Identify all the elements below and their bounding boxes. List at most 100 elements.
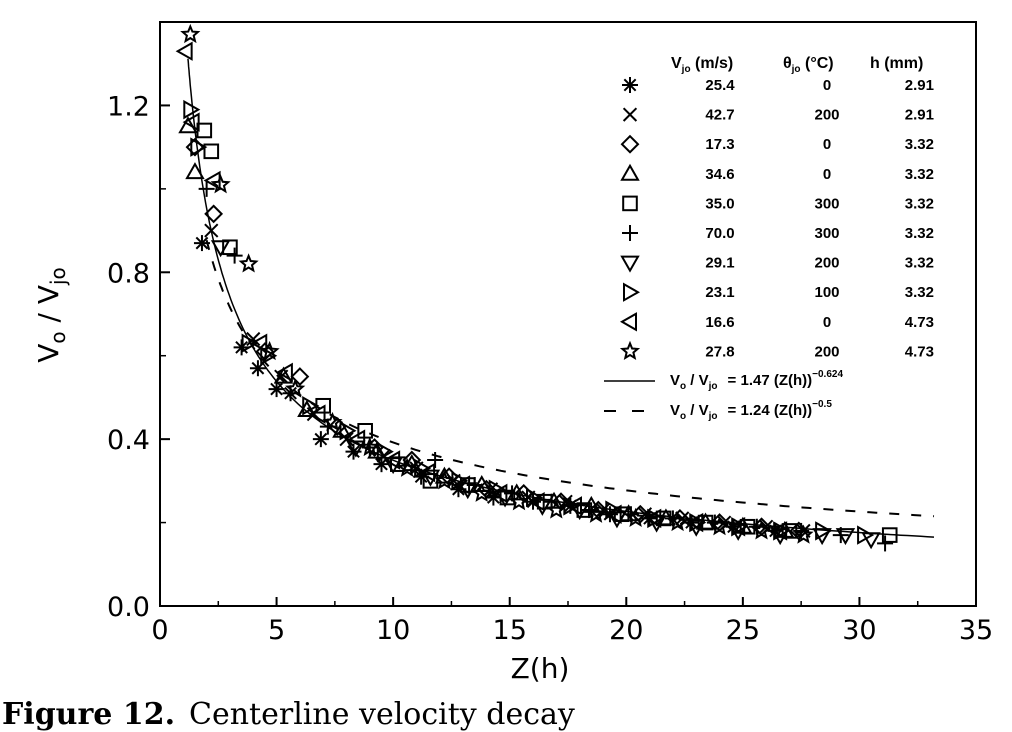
x-tick-label: 10 [376,615,410,646]
data-point-star [546,499,567,519]
x-stroke [759,519,774,534]
data-point-x [339,432,354,447]
legend-symbol-star [619,340,641,361]
legend-velocity: 16.6 [705,314,734,331]
star-shape [709,516,730,536]
data-point-triangle-right [857,525,875,545]
legend-height: 2.91 [905,107,934,124]
legend-height: 3.32 [905,225,934,242]
x-stroke [339,432,354,447]
legend-height: 3.32 [905,284,934,301]
data-point-triangle-up [273,366,294,384]
x-axis: 0 5 10 15 20 25 30 35 [151,597,993,646]
triangle-left-shape [728,517,746,537]
data-point-square [881,527,898,543]
triangle-left-shape [453,475,471,495]
data-point-plus [226,247,243,264]
legend-velocity: 17.3 [705,136,734,153]
legend-dashed-fit-label: Vo / Vjo = 1.24 (Z(h))−0.5 [670,399,832,422]
x-tick-label: 20 [609,615,643,646]
triangle-left-shape [564,496,582,516]
x-tick-label: 15 [493,615,527,646]
legend-velocity: 27.8 [705,343,734,360]
triangle-left-shape [619,312,637,332]
legend-row: 29.1 200 3.32 [620,255,934,273]
legend-velocity: 34.6 [705,166,734,183]
data-point-triangle-left [348,429,366,449]
triangle-left-shape [250,333,268,353]
legend-temperature: 0 [823,77,831,94]
triangle-right-shape [376,441,394,462]
triangle-left-shape [604,504,622,524]
x-tick-label: 5 [268,615,285,646]
data-point-triangle-right [376,441,394,462]
data-point-triangle-down [210,240,231,258]
data-point-star [180,23,201,44]
x-tick-label: 35 [959,615,993,646]
triangle-down-shape [728,523,748,541]
legend-row: 23.1 100 3.32 [623,282,934,302]
legend-fit-row: Vo / Vjo = 1.24 (Z(h))−0.5 [604,399,832,422]
legend-symbol-x [622,107,638,122]
y-title-sub2: jo [46,267,70,286]
data-point-triangle-down [835,528,856,546]
triangle-right-shape [526,487,544,508]
star-shape [397,457,418,477]
data-point-triangle-left [604,504,622,524]
data-point-star [751,520,772,540]
star-shape [359,436,380,457]
triangle-left-shape [275,362,293,383]
data-point-star [793,524,814,544]
data-point-diamond [670,508,690,528]
triangle-left-shape [418,462,436,483]
legend-symbol-plus [622,225,638,241]
triangle-right-shape [183,99,201,120]
star-shape [180,23,201,44]
diamond-shape [255,342,275,361]
data-point-triangle-down [812,528,832,546]
plot-frame [159,21,977,607]
triangle-left-shape [383,450,401,470]
data-point-triangle-right [302,396,320,416]
triangle-down-shape [835,528,856,546]
legend-temperature: 200 [814,107,839,124]
triangle-right-shape [488,479,506,499]
data-point-triangle-left [770,521,788,541]
data-point-triangle-right [339,421,357,441]
x-axis-title: Z(h) [511,652,570,685]
data-point-star [709,516,730,536]
triangle-right-shape [815,521,833,541]
asterisk-stroke [414,470,428,484]
legend-symbol-triangle-right [623,282,641,302]
data-point-triangle-down [770,528,790,546]
data-point-triangle-left [383,450,401,470]
legend-fit-label-lhs-sub1: o [680,381,686,392]
data-point-triangle-left [308,404,326,424]
x-tick-label: 25 [726,615,760,646]
legend-velocity: 70.0 [705,225,734,242]
data-point-star [397,457,418,477]
data-point-triangle-right [605,500,623,520]
caption-label: Figure 12. [2,697,176,732]
triangle-right-shape [605,500,623,520]
data-point-triangle-up [434,466,455,484]
legend-fit-label-exp: −0.624 [812,369,843,380]
asterisk-stroke [314,432,328,446]
data-points [175,23,898,552]
square-shape [422,473,439,489]
asterisk-stroke [195,236,209,250]
legend-temperature: 200 [814,343,839,360]
y-title-main: V [32,344,65,363]
star-shape [285,378,306,398]
legend-row: 27.8 200 4.73 [619,340,934,361]
data-point-triangle-down [686,519,706,537]
data-point-diamond [255,342,275,361]
star-shape [259,340,280,361]
legend-fit-label-lhs-main2: V [699,372,709,389]
y-title-slash: / [32,304,65,331]
legend-temperature: 300 [814,195,839,212]
data-point-triangle-down [728,523,748,541]
data-point-triangle-left [644,508,662,529]
data-point-triangle-right [815,521,833,541]
